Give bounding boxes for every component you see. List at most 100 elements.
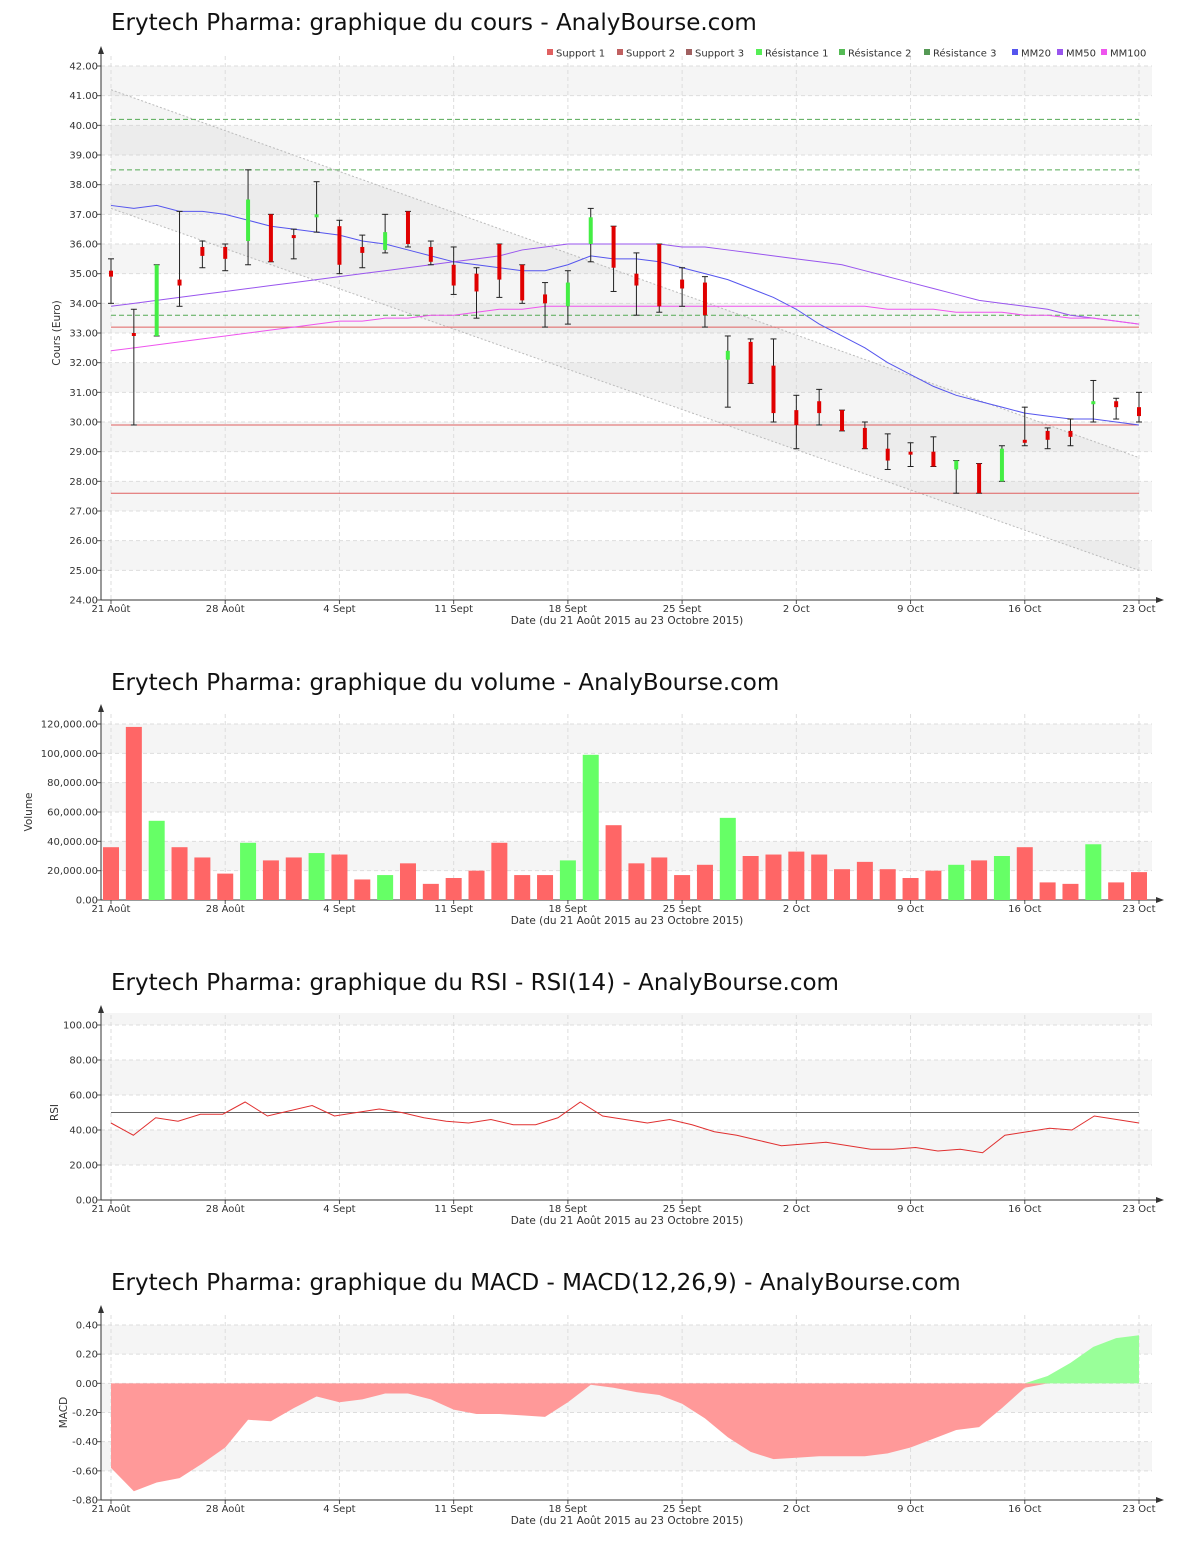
y-tick-label: -0.80 [72, 1496, 98, 1507]
y-tick-label: 100,000.00 [41, 749, 98, 760]
candle-body [520, 264, 525, 301]
volume-chart: 0.00 20,000.00 40,000.00 60,000.00 80,000.00… [23, 704, 1164, 927]
candle-body [771, 365, 776, 414]
y-axis-arrow [98, 704, 104, 712]
volume-bar [377, 875, 394, 900]
x-tick-label: 11 Sept [434, 1504, 473, 1515]
candle-body [131, 333, 136, 336]
macd-negative-area [111, 1383, 1139, 1492]
x-tick-label: 9 Oct [897, 904, 924, 915]
x-tick-label: 16 Oct [1008, 1204, 1041, 1215]
x-tick-label: 2 Oct [783, 904, 810, 915]
legend-label: Support 3 [695, 49, 744, 60]
background-band [101, 66, 1152, 96]
volume-bar [605, 825, 622, 900]
y-tick-label: 0.00 [76, 896, 98, 907]
y-tick-label: 0.40 [76, 1321, 98, 1332]
y-tick-label: 29.00 [69, 447, 98, 458]
candle-body [451, 264, 456, 286]
candle-body [109, 270, 113, 277]
x-tick-label: 11 Sept [434, 604, 473, 615]
x-tick-label: 28 Août [206, 903, 245, 915]
volume-bar [856, 861, 873, 900]
y-tick-label: 0.00 [76, 1196, 98, 1207]
volume-bar [148, 820, 165, 900]
background-band [101, 782, 1152, 812]
y-tick-label: 20.00 [69, 1161, 98, 1172]
background-band [101, 1441, 1152, 1471]
y-tick-label: 80.00 [69, 1056, 98, 1067]
y-tick-label: 40,000.00 [47, 837, 98, 848]
y-tick-label: 0.00 [76, 1379, 98, 1390]
y-tick-label: 35.00 [69, 269, 98, 280]
y-tick-label: -0.60 [72, 1466, 98, 1477]
y-axis-label: Volume [23, 792, 35, 831]
background-band [101, 422, 1152, 452]
x-tick-label: 4 Sept [323, 1204, 355, 1215]
volume-bar [262, 860, 279, 900]
legend-swatch [1057, 49, 1063, 55]
legend-label: MM100 [1110, 49, 1146, 60]
candle-body [611, 226, 616, 268]
x-tick-label: 4 Sept [323, 1504, 355, 1515]
background-band [101, 1060, 1152, 1095]
y-tick-label: -0.20 [72, 1408, 98, 1419]
legend-swatch [617, 49, 623, 55]
candle-body [977, 463, 982, 494]
x-tick-label: 23 Oct [1122, 1204, 1155, 1215]
x-tick-label: 11 Sept [434, 1204, 473, 1215]
candle-body [497, 244, 502, 280]
candle-body [680, 279, 685, 289]
candle-body [588, 217, 593, 244]
legend-label: Support 2 [626, 49, 675, 60]
volume-bar [171, 847, 188, 900]
candle-body [1137, 407, 1141, 417]
candle-body [383, 232, 388, 250]
y-tick-label: 33.00 [69, 329, 98, 340]
candle-body [794, 410, 799, 425]
candle-body [360, 246, 365, 253]
volume-bar [1062, 883, 1079, 900]
volume-bar [628, 863, 645, 900]
candle-body [428, 246, 433, 262]
candle-body [223, 246, 228, 259]
legend-label: Support 1 [556, 49, 605, 60]
x-tick-label: 18 Sept [549, 1504, 588, 1515]
x-tick-label: 25 Sept [663, 904, 702, 915]
y-tick-label: 20,000.00 [47, 866, 98, 877]
background-band [101, 540, 1152, 571]
trend-channel [111, 89, 1139, 571]
volume-bar [1131, 872, 1147, 900]
y-axis-arrow [98, 1005, 104, 1013]
candle-body [840, 410, 845, 431]
x-tick-label: 4 Sept [323, 904, 355, 915]
x-tick-label: 28 Août [206, 1503, 245, 1515]
y-tick-label: 40.00 [69, 1126, 98, 1137]
candle-body [314, 214, 319, 218]
candle-body [543, 294, 548, 304]
x-tick-label: 23 Oct [1122, 604, 1155, 615]
x-axis-arrow [1156, 1497, 1164, 1503]
x-tick-label: 25 Sept [663, 1204, 702, 1215]
volume-bar [788, 851, 805, 900]
volume-bar [902, 878, 919, 900]
x-tick-label: 9 Oct [897, 604, 924, 615]
volume-bar [582, 754, 599, 900]
candle-body [1022, 439, 1027, 443]
y-tick-label: 41.00 [69, 91, 98, 102]
volume-bar [1085, 844, 1102, 900]
volume-bar [719, 817, 736, 900]
y-tick-label: 26.00 [69, 536, 98, 547]
volume-bar [674, 875, 691, 900]
x-tick-label: 25 Sept [663, 1504, 702, 1515]
legend-label: MM50 [1066, 49, 1096, 60]
candle-body [954, 460, 959, 470]
macd-chart-title: Erytech Pharma: graphique du MACD - MACD… [111, 1270, 961, 1296]
macd-chart: -0.80 -0.60 -0.40 -0.20 0.00 0.20 0.40 21 Août 2… [58, 1305, 1164, 1527]
volume-bar [925, 870, 942, 900]
price-chart-title: Erytech Pharma: graphique du cours - Ana… [111, 10, 757, 36]
volume-bar [308, 853, 325, 900]
y-tick-label: 31.00 [69, 388, 98, 399]
y-tick-label: 39.00 [69, 151, 98, 162]
candle-body [1045, 430, 1050, 440]
